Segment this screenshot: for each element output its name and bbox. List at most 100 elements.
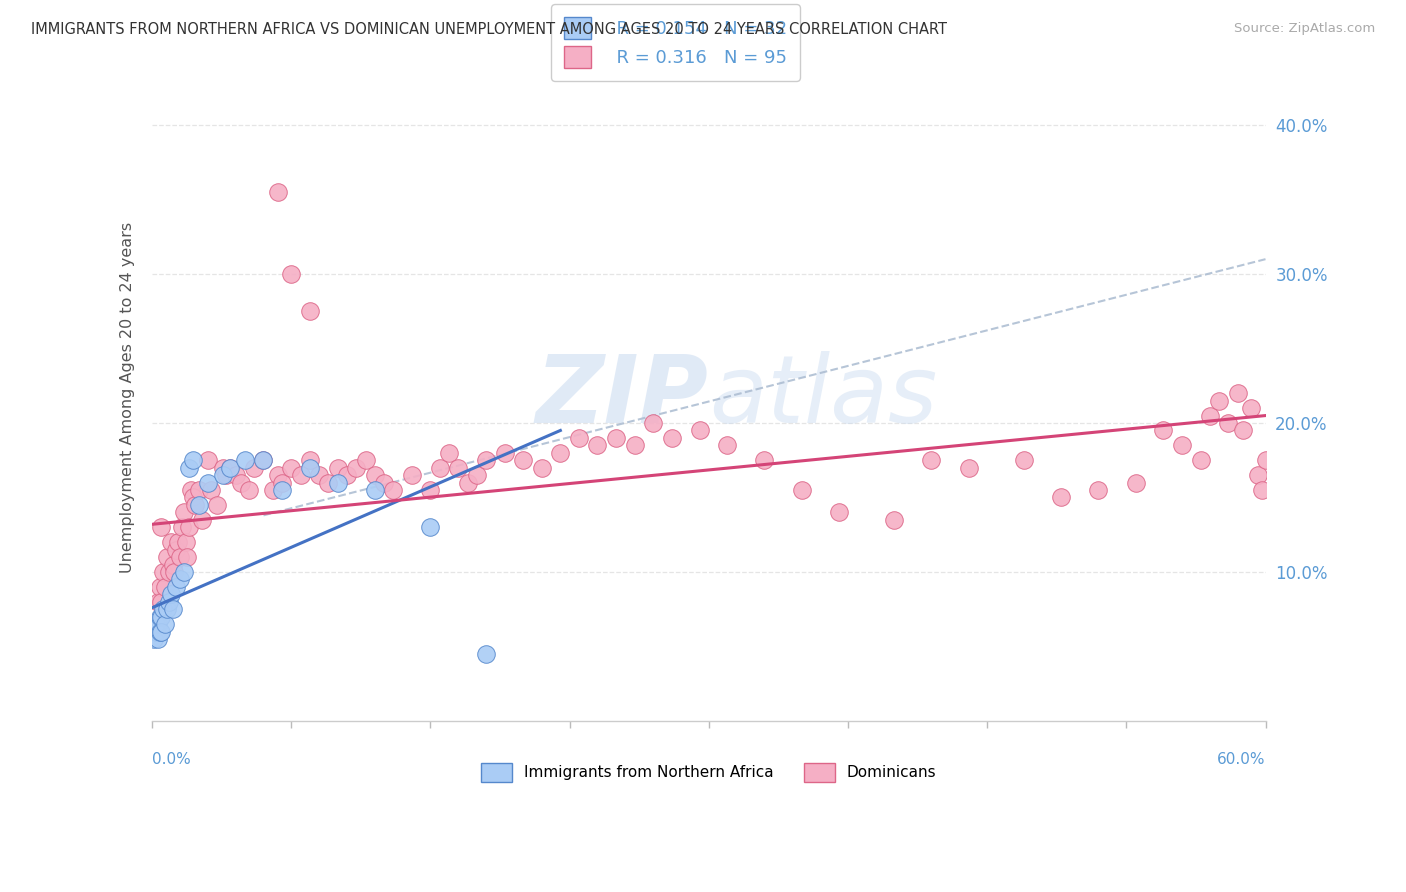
- Point: [187, 498, 209, 512]
- Point: [156, 602, 179, 616]
- Point: [1152, 424, 1174, 438]
- Legend: Immigrants from Northern Africa, Dominicans: Immigrants from Northern Africa, Dominic…: [475, 757, 942, 788]
- Point: [184, 498, 207, 512]
- Point: [170, 520, 193, 534]
- Point: [643, 416, 665, 430]
- Point: [152, 565, 174, 579]
- Text: IMMIGRANTS FROM NORTHERN AFRICA VS DOMINICAN UNEMPLOYMENT AMONG AGES 20 TO 24 YE: IMMIGRANTS FROM NORTHERN AFRICA VS DOMIN…: [31, 22, 946, 37]
- Point: [225, 468, 247, 483]
- Point: [148, 580, 170, 594]
- Point: [280, 267, 302, 281]
- Point: [231, 475, 253, 490]
- Point: [200, 483, 222, 497]
- Point: [191, 513, 214, 527]
- Point: [176, 550, 198, 565]
- Point: [1050, 491, 1073, 505]
- Point: [271, 475, 294, 490]
- Point: [1171, 438, 1194, 452]
- Point: [326, 460, 349, 475]
- Point: [373, 475, 395, 490]
- Point: [153, 617, 176, 632]
- Point: [169, 573, 191, 587]
- Point: [883, 513, 905, 527]
- Point: [162, 558, 184, 572]
- Text: 60.0%: 60.0%: [1218, 752, 1265, 767]
- Point: [605, 431, 627, 445]
- Point: [1087, 483, 1109, 497]
- Point: [419, 483, 441, 497]
- Text: atlas: atlas: [709, 351, 936, 442]
- Point: [1198, 409, 1220, 423]
- Point: [146, 632, 169, 646]
- Point: [169, 550, 191, 565]
- Text: Source: ZipAtlas.com: Source: ZipAtlas.com: [1234, 22, 1375, 36]
- Point: [1250, 483, 1272, 497]
- Point: [1247, 468, 1270, 483]
- Point: [1254, 453, 1277, 467]
- Point: [233, 453, 256, 467]
- Point: [262, 483, 284, 497]
- Text: 0.0%: 0.0%: [152, 752, 191, 767]
- Point: [243, 460, 266, 475]
- Point: [354, 453, 377, 467]
- Point: [252, 453, 274, 467]
- Point: [181, 491, 204, 505]
- Point: [252, 453, 274, 467]
- Point: [219, 460, 242, 475]
- Point: [271, 483, 294, 497]
- Y-axis label: Unemployment Among Ages 20 to 24 years: Unemployment Among Ages 20 to 24 years: [121, 221, 135, 573]
- Point: [437, 446, 460, 460]
- Point: [145, 617, 167, 632]
- Point: [159, 587, 181, 601]
- Point: [475, 647, 498, 661]
- Point: [447, 460, 470, 475]
- Point: [1125, 475, 1147, 490]
- Point: [180, 483, 202, 497]
- Point: [181, 453, 204, 467]
- Point: [512, 453, 534, 467]
- Point: [165, 580, 187, 594]
- Point: [1232, 424, 1254, 438]
- Text: ZIP: ZIP: [536, 351, 709, 443]
- Point: [465, 468, 488, 483]
- Point: [205, 498, 228, 512]
- Point: [1226, 386, 1249, 401]
- Point: [152, 602, 174, 616]
- Point: [689, 424, 711, 438]
- Point: [150, 609, 173, 624]
- Point: [267, 185, 290, 199]
- Point: [150, 595, 173, 609]
- Point: [162, 602, 184, 616]
- Point: [429, 460, 451, 475]
- Point: [586, 438, 609, 452]
- Point: [308, 468, 330, 483]
- Point: [298, 453, 321, 467]
- Point: [475, 453, 498, 467]
- Point: [1189, 453, 1212, 467]
- Point: [148, 609, 170, 624]
- Point: [790, 483, 813, 497]
- Point: [163, 565, 186, 579]
- Point: [197, 475, 219, 490]
- Point: [179, 460, 201, 475]
- Point: [146, 617, 169, 632]
- Point: [623, 438, 645, 452]
- Point: [716, 438, 738, 452]
- Point: [150, 624, 173, 639]
- Point: [174, 535, 197, 549]
- Point: [568, 431, 591, 445]
- Point: [1014, 453, 1036, 467]
- Point: [401, 468, 423, 483]
- Point: [211, 468, 233, 483]
- Point: [1208, 393, 1230, 408]
- Point: [344, 460, 367, 475]
- Point: [494, 446, 516, 460]
- Point: [336, 468, 359, 483]
- Point: [290, 468, 312, 483]
- Point: [215, 468, 238, 483]
- Point: [419, 520, 441, 534]
- Point: [1240, 401, 1263, 416]
- Point: [156, 550, 179, 565]
- Point: [364, 468, 387, 483]
- Point: [157, 595, 180, 609]
